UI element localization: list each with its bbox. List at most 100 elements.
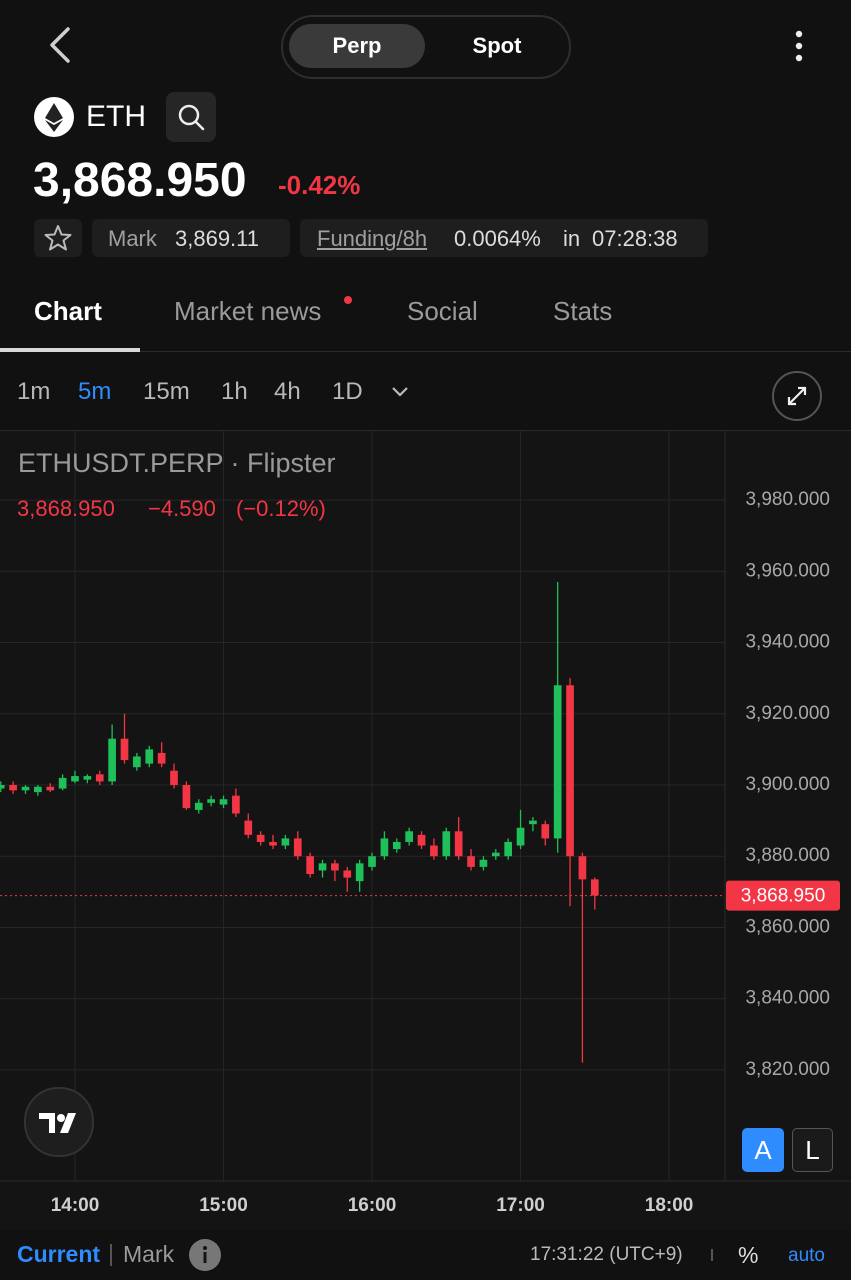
candle-body	[207, 799, 215, 803]
candle-body	[343, 870, 352, 878]
candle-body	[194, 802, 203, 810]
candle-body	[34, 786, 42, 793]
search-button[interactable]	[166, 92, 216, 142]
candle-body	[133, 756, 141, 768]
auto-scale-button[interactable]: A	[742, 1128, 784, 1172]
candle-body	[553, 685, 562, 839]
legend-close: 3,868.950	[17, 496, 115, 521]
candle-body	[504, 841, 513, 857]
back-button[interactable]	[40, 25, 80, 65]
candle-body	[0, 784, 5, 789]
y-tick-label: 3,940.000	[745, 632, 830, 653]
log-scale-button[interactable]: L	[792, 1128, 833, 1172]
legend-change-pct: (−0.12%)	[236, 496, 326, 521]
y-tick-label: 3,960.000	[745, 560, 830, 581]
x-tick-label: 15:00	[199, 1195, 248, 1216]
interval[interactable]: 1h	[221, 378, 248, 405]
candle-body	[306, 856, 314, 875]
candle-body	[219, 799, 228, 805]
interval[interactable]: 1m	[17, 378, 51, 405]
candle-body	[145, 749, 154, 764]
funding-in: in	[563, 226, 581, 251]
candle-body	[454, 831, 463, 857]
tab-perp[interactable]: Perp	[332, 33, 382, 58]
toggle-active	[289, 24, 425, 68]
y-tick-label: 3,880.000	[745, 845, 830, 866]
x-tick-label: 14:00	[51, 1195, 100, 1216]
candle-body	[368, 856, 376, 867]
divider	[0, 351, 851, 352]
candle-body	[491, 852, 500, 857]
auto-toggle[interactable]: auto	[788, 1245, 825, 1266]
candle-body	[566, 685, 574, 857]
candle-body	[46, 786, 55, 791]
candle-body	[281, 838, 290, 846]
price: 3,868.950	[33, 154, 247, 207]
candle-body	[318, 863, 327, 871]
favorite-button[interactable]	[34, 219, 82, 257]
candle-body	[331, 863, 339, 871]
y-tick-label: 3,820.000	[745, 1059, 830, 1080]
candle-body	[578, 856, 587, 880]
tradingview-logo[interactable]	[24, 1087, 94, 1157]
nav-tab[interactable]: Chart	[34, 296, 102, 326]
funding-value: 0.0064%	[454, 226, 541, 251]
candle-body	[83, 776, 92, 780]
x-tick-label: 18:00	[645, 1195, 694, 1216]
interval[interactable]: 15m	[143, 378, 190, 405]
x-tick-label: 16:00	[348, 1195, 397, 1216]
funding-label[interactable]: Funding/8h	[317, 226, 428, 251]
candle-body	[392, 841, 401, 850]
candle-body	[108, 738, 116, 782]
candle-body	[9, 784, 17, 791]
candle-body	[590, 879, 599, 896]
eth-logo	[34, 97, 74, 137]
chart-title: ETHUSDT.PERP · Flipster	[18, 448, 336, 478]
symbol: ETH	[86, 100, 146, 133]
tab-spot[interactable]: Spot	[472, 33, 522, 58]
candle-body	[182, 784, 191, 809]
y-tick-label: 3,840.000	[745, 988, 830, 1009]
candle-body	[120, 738, 129, 761]
nav-tab[interactable]: Social	[407, 296, 478, 326]
price-source-mark[interactable]: Mark	[123, 1241, 175, 1267]
candle-body	[58, 777, 67, 789]
nav-tab[interactable]: Market news	[174, 296, 322, 326]
candle-body	[71, 776, 79, 782]
candle-body	[529, 820, 537, 825]
candle-body	[516, 827, 525, 846]
candle-body	[157, 752, 166, 764]
interval-dropdown[interactable]	[390, 384, 410, 400]
y-tick-label: 3,980.000	[745, 489, 830, 510]
candle-body	[430, 845, 438, 857]
mark-box	[92, 219, 290, 257]
candle-body	[355, 863, 364, 882]
mark-value: 3,869.11	[175, 226, 260, 251]
menu-button[interactable]	[789, 28, 809, 66]
candle-body	[405, 831, 413, 842]
candle-body	[256, 834, 265, 842]
info-button[interactable]	[188, 1238, 222, 1272]
tab-underline	[0, 348, 140, 352]
percent-toggle[interactable]: %	[738, 1242, 759, 1268]
mark-label: Mark	[108, 226, 157, 251]
y-tick-label: 3,920.000	[745, 703, 830, 724]
separator	[110, 1244, 112, 1266]
nav-tab[interactable]: Stats	[553, 296, 613, 326]
price-source-current[interactable]: Current	[17, 1241, 101, 1267]
funding-countdown: 07:28:38	[592, 226, 678, 251]
y-tick-label: 3,860.000	[745, 916, 830, 937]
chart: ETHUSDT.PERP · Flipster 3,868.950 −4.590…	[0, 431, 851, 1230]
candle-body	[467, 856, 475, 867]
interval[interactable]: 1D	[332, 378, 363, 405]
candle-body	[244, 820, 253, 835]
fullscreen-button[interactable]	[771, 370, 823, 422]
candle-body	[232, 795, 240, 814]
candle-body	[269, 841, 277, 846]
candle-body	[95, 774, 104, 782]
candle-body	[442, 831, 451, 857]
interval[interactable]: 4h	[274, 378, 301, 405]
interval[interactable]: 5m	[78, 378, 112, 405]
candle-body	[380, 838, 389, 857]
